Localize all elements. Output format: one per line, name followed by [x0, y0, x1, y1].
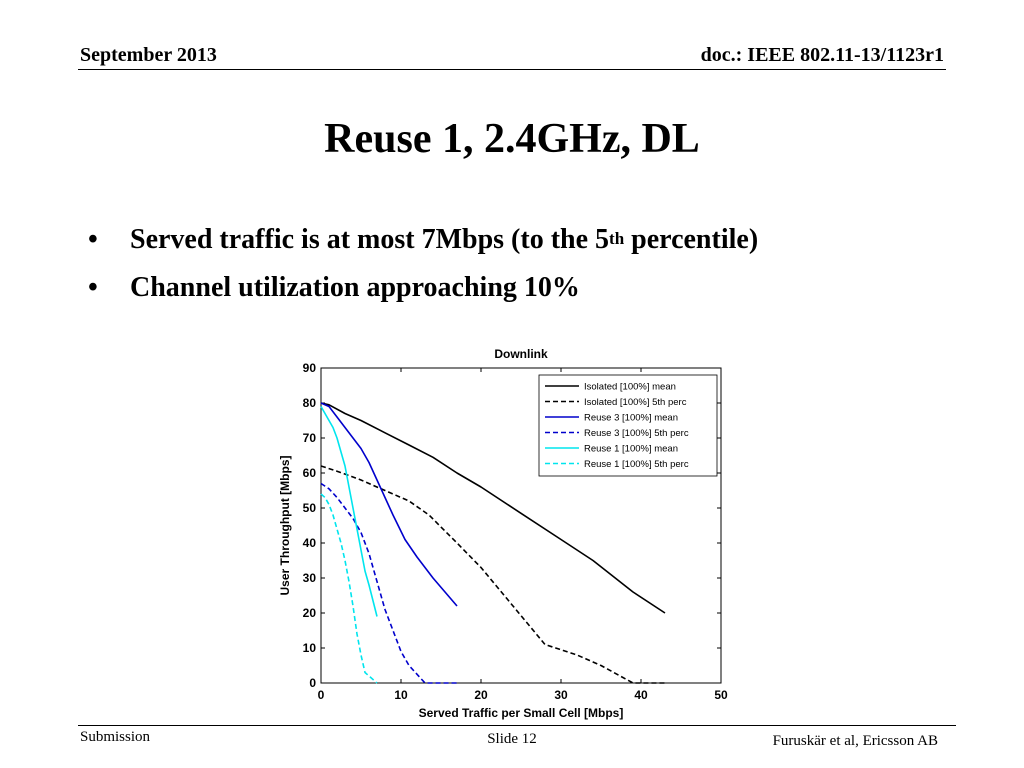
downlink-chart: Downlink 0 10 20 30 40 50 0 10 20 30 40 50 60 70 80 90 Se…: [270, 338, 740, 728]
x-tick-label: 20: [474, 688, 488, 702]
y-tick-label: 40: [303, 536, 317, 550]
legend-label-3: Reuse 3 [100%] mean: [584, 413, 678, 424]
y-tick-label: 20: [303, 606, 317, 620]
bullet-text-1: Served traffic is at most 7Mbps (to the …: [130, 220, 758, 263]
footer-authors: Furuskär et al, Ericsson AB: [772, 733, 938, 749]
x-tick-label: 40: [634, 688, 648, 702]
y-tick-label: 10: [303, 641, 317, 655]
footer-slide-number: Slide 12: [487, 731, 537, 747]
x-axis-label: Served Traffic per Small Cell [Mbps]: [419, 706, 624, 720]
bullet-text-2: Channel utilization approaching 10%: [130, 268, 580, 308]
series-line-2: [320, 465, 665, 684]
y-tick-label: 0: [309, 676, 316, 690]
header-date: September 2013: [80, 44, 217, 66]
footer-submission: Submission: [80, 729, 151, 745]
x-tick-label: 50: [714, 688, 728, 702]
bullet-1-tail: percentile): [624, 224, 759, 255]
bullet-dot-icon: •: [88, 224, 98, 255]
bullet-1-main: Served traffic is at most 7Mbps (to the …: [130, 224, 610, 255]
chart-svg: Downlink 0 10 20 30 40 50 0 10 20 30 40 50 60 70 80 90 Se…: [278, 347, 728, 720]
y-axis-label: User Throughput [Mbps]: [278, 456, 292, 596]
x-tick-label: 10: [394, 688, 408, 702]
series-line-5: [320, 406, 378, 617]
legend-label-2: Isolated [100%] 5th perc: [584, 397, 687, 408]
y-tick-label: 60: [303, 466, 317, 480]
bullet-2-main: Channel utilization approaching 10%: [130, 272, 580, 303]
header-doc-id: doc.: IEEE 802.11-13/1123r1: [700, 44, 944, 66]
header-divider: [78, 69, 946, 70]
x-tick-label: 30: [554, 688, 568, 702]
series-line-4: [320, 482, 457, 684]
legend-label-5: Reuse 1 [100%] mean: [584, 444, 678, 455]
slide-title: Reuse 1, 2.4GHz, DL: [324, 116, 700, 162]
y-tick-label: 90: [303, 361, 317, 375]
x-tick-label: 0: [318, 688, 325, 702]
y-tick-label: 30: [303, 571, 317, 585]
series-line-3: [320, 402, 458, 607]
bullet-1-superscript: th: [609, 229, 625, 248]
chart-title: Downlink: [494, 347, 548, 361]
y-tick-label: 50: [303, 501, 317, 515]
bullet-dot-icon: •: [88, 272, 98, 303]
footer-divider: [78, 725, 956, 726]
legend-box: [538, 374, 718, 477]
y-tick-label: 70: [303, 431, 317, 445]
legend-label-4: Reuse 3 [100%] 5th perc: [584, 428, 689, 439]
legend-label-1: Isolated [100%] mean: [584, 382, 676, 393]
y-tick-label: 80: [303, 396, 317, 410]
series-line-1: [320, 402, 666, 614]
series-line-6: [320, 493, 378, 684]
legend-label-6: Reuse 1 [100%] 5th perc: [584, 459, 689, 470]
